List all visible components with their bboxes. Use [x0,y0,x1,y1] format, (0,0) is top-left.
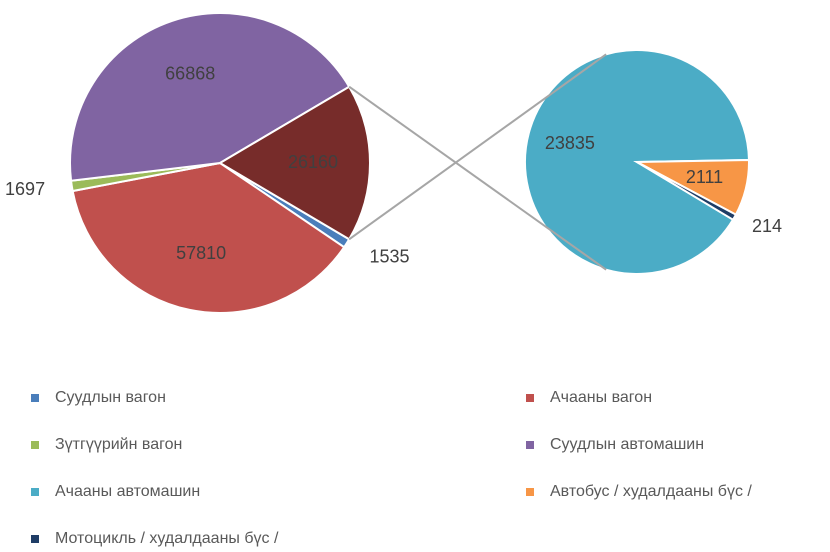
legend-label: Ачааны автомашин [55,483,200,500]
connector-line [348,53,607,241]
pie-slice [218,85,371,241]
legend-marker [526,441,534,449]
data-label: 66868 [165,64,215,84]
data-label: 214 [752,216,782,236]
data-label: 23835 [545,133,595,153]
data-label: 1535 [370,246,410,266]
pie-slice [636,161,738,222]
data-label: 2111 [686,167,723,187]
legend-label: Мотоцикль / худалдааны бүс / [55,530,279,547]
connector-line [348,85,607,271]
legend-label: Автобус / худалдааны бүс / [550,483,752,500]
data-label: 1697 [5,179,45,199]
legend-marker [31,535,39,543]
legend-label: Зүтгүүрийн вагон [55,436,182,453]
legend-marker [526,394,534,402]
legend-label: Суудлын автомашин [550,436,704,453]
pie-slice [69,12,351,182]
legend-marker [31,441,39,449]
data-label: 57810 [176,243,226,263]
legend-marker [31,488,39,496]
pie-slice [71,161,346,314]
legend-label: Суудлын вагон [55,389,166,406]
legend-label: Ачааны вагон [550,389,652,406]
data-label: 26160 [288,152,338,172]
legend-marker [526,488,534,496]
legend-marker [31,394,39,402]
